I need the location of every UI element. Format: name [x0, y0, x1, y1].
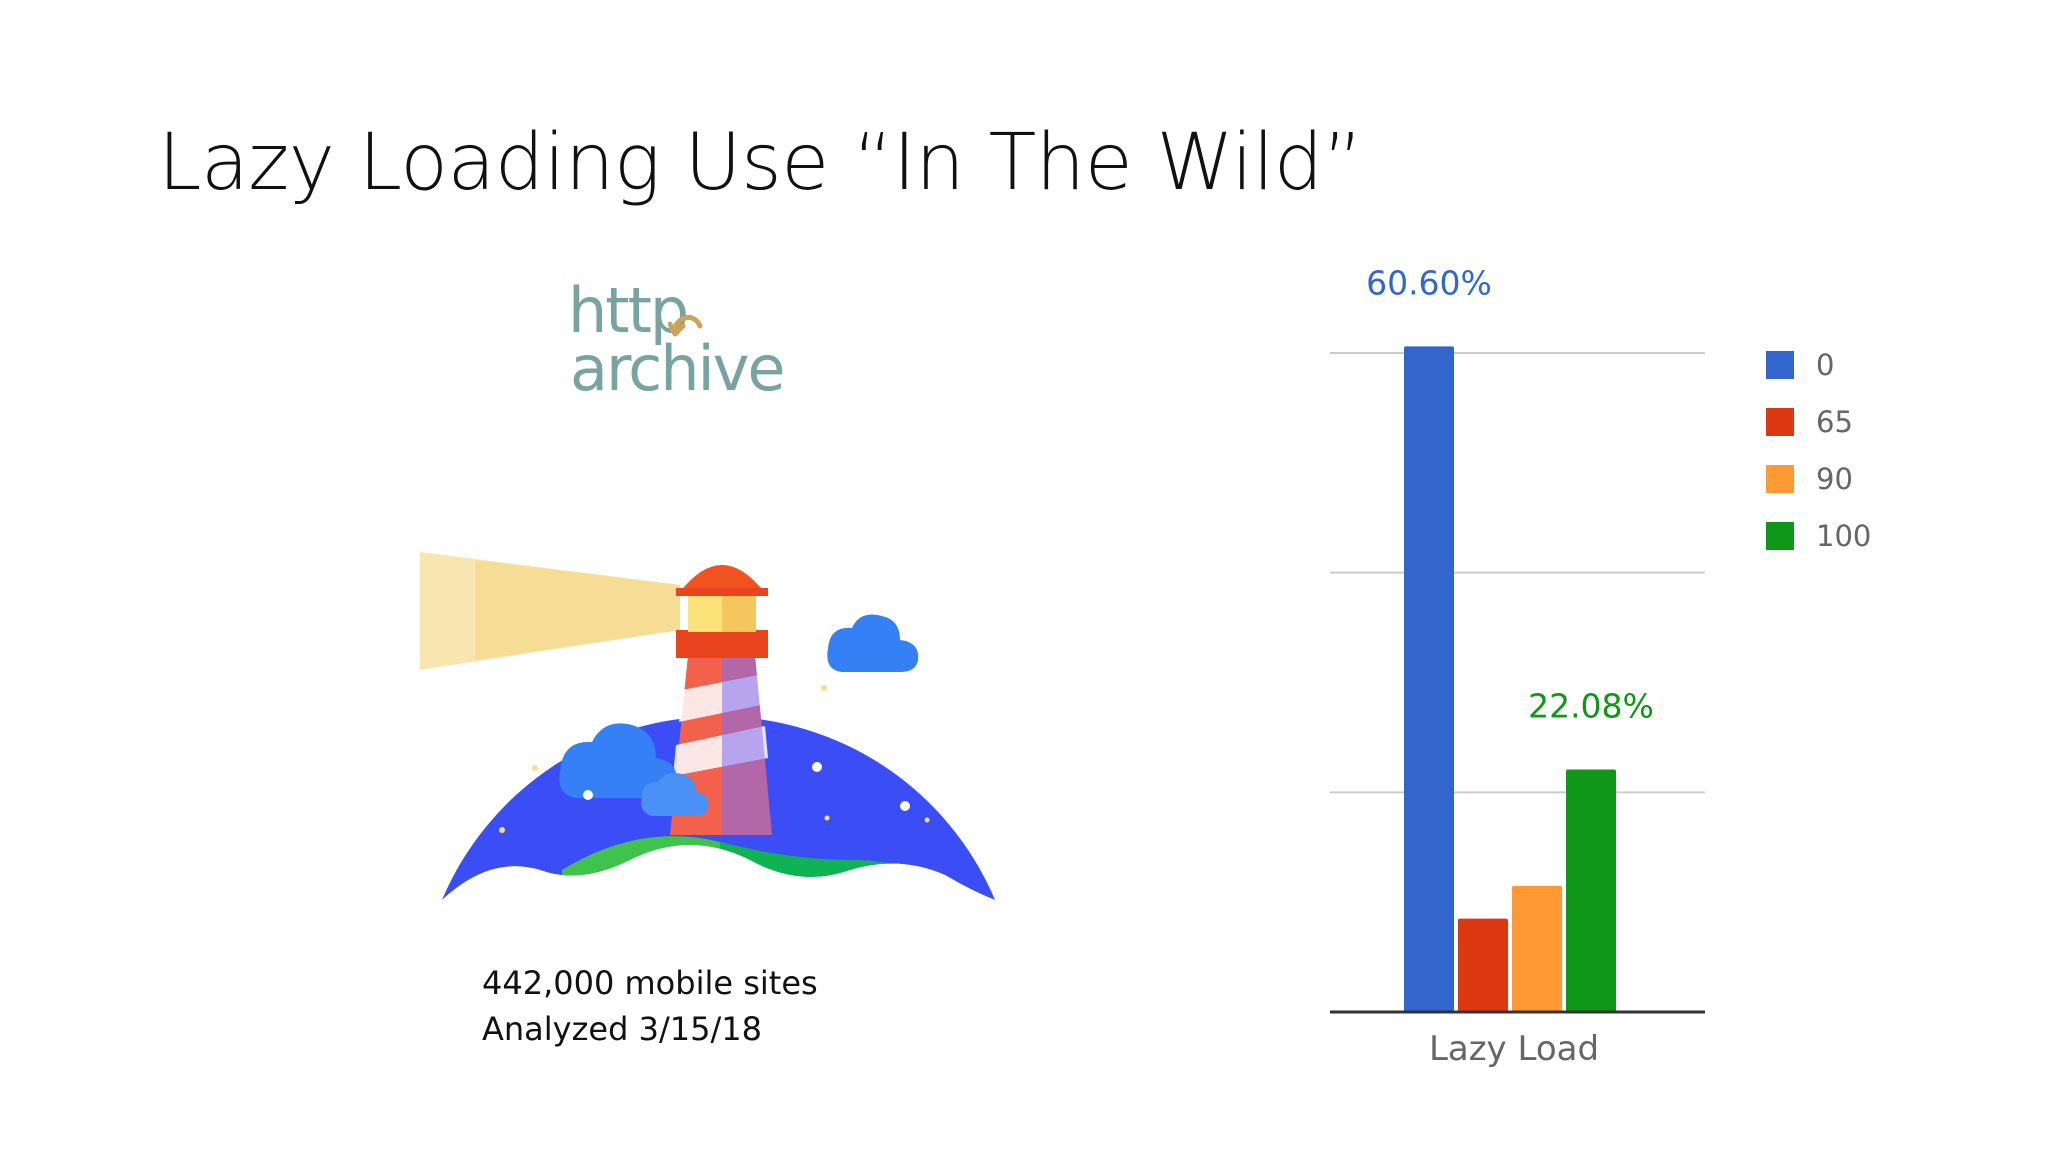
legend-item-90: 90 — [1766, 450, 1871, 507]
category-label-lazy-load: Lazy Load — [1429, 1029, 1599, 1069]
chart-legend: 0 65 90 100 — [1766, 336, 1871, 564]
legend-swatch — [1766, 521, 1794, 550]
bars — [1404, 346, 1616, 1012]
data-label-series-0: 60.60% — [1366, 263, 1492, 302]
bar-chart: 60.60% 22.08% Lazy Load — [1330, 263, 1705, 1069]
legend-item-0: 0 — [1766, 336, 1871, 393]
logo-line-1: http — [568, 274, 689, 347]
grid-lines — [1330, 352, 1705, 794]
bar-series-0 — [1404, 346, 1454, 1012]
legend-label: 100 — [1816, 518, 1872, 553]
legend-swatch — [1766, 407, 1794, 436]
legend-item-65: 65 — [1766, 393, 1871, 450]
legend-label: 90 — [1816, 461, 1853, 496]
bar-series-100 — [1566, 769, 1616, 1012]
legend-swatch — [1766, 350, 1794, 379]
logo-arrow-icon — [668, 315, 703, 337]
lighthouse-icon — [420, 552, 995, 910]
legend-item-100: 100 — [1766, 507, 1871, 564]
caption-sites: 442,000 mobile sites — [482, 964, 818, 1002]
bar-labels: 60.60% 22.08% — [1366, 263, 1654, 725]
legend-label: 0 — [1816, 347, 1835, 382]
bar-series-65 — [1458, 918, 1508, 1012]
legend-swatch — [1766, 464, 1794, 493]
slide-title: Lazy Loading Use “In The Wild” — [158, 118, 1363, 208]
data-label-series-100: 22.08% — [1528, 686, 1654, 725]
bar-series-90 — [1512, 885, 1562, 1012]
legend-label: 65 — [1816, 404, 1853, 439]
http-archive-logo: http archive — [568, 274, 786, 405]
caption-date: Analyzed 3/15/18 — [482, 1010, 762, 1048]
caption: 442,000 mobile sites Analyzed 3/15/18 — [482, 960, 818, 1052]
logo-line-2: archive — [570, 332, 786, 405]
